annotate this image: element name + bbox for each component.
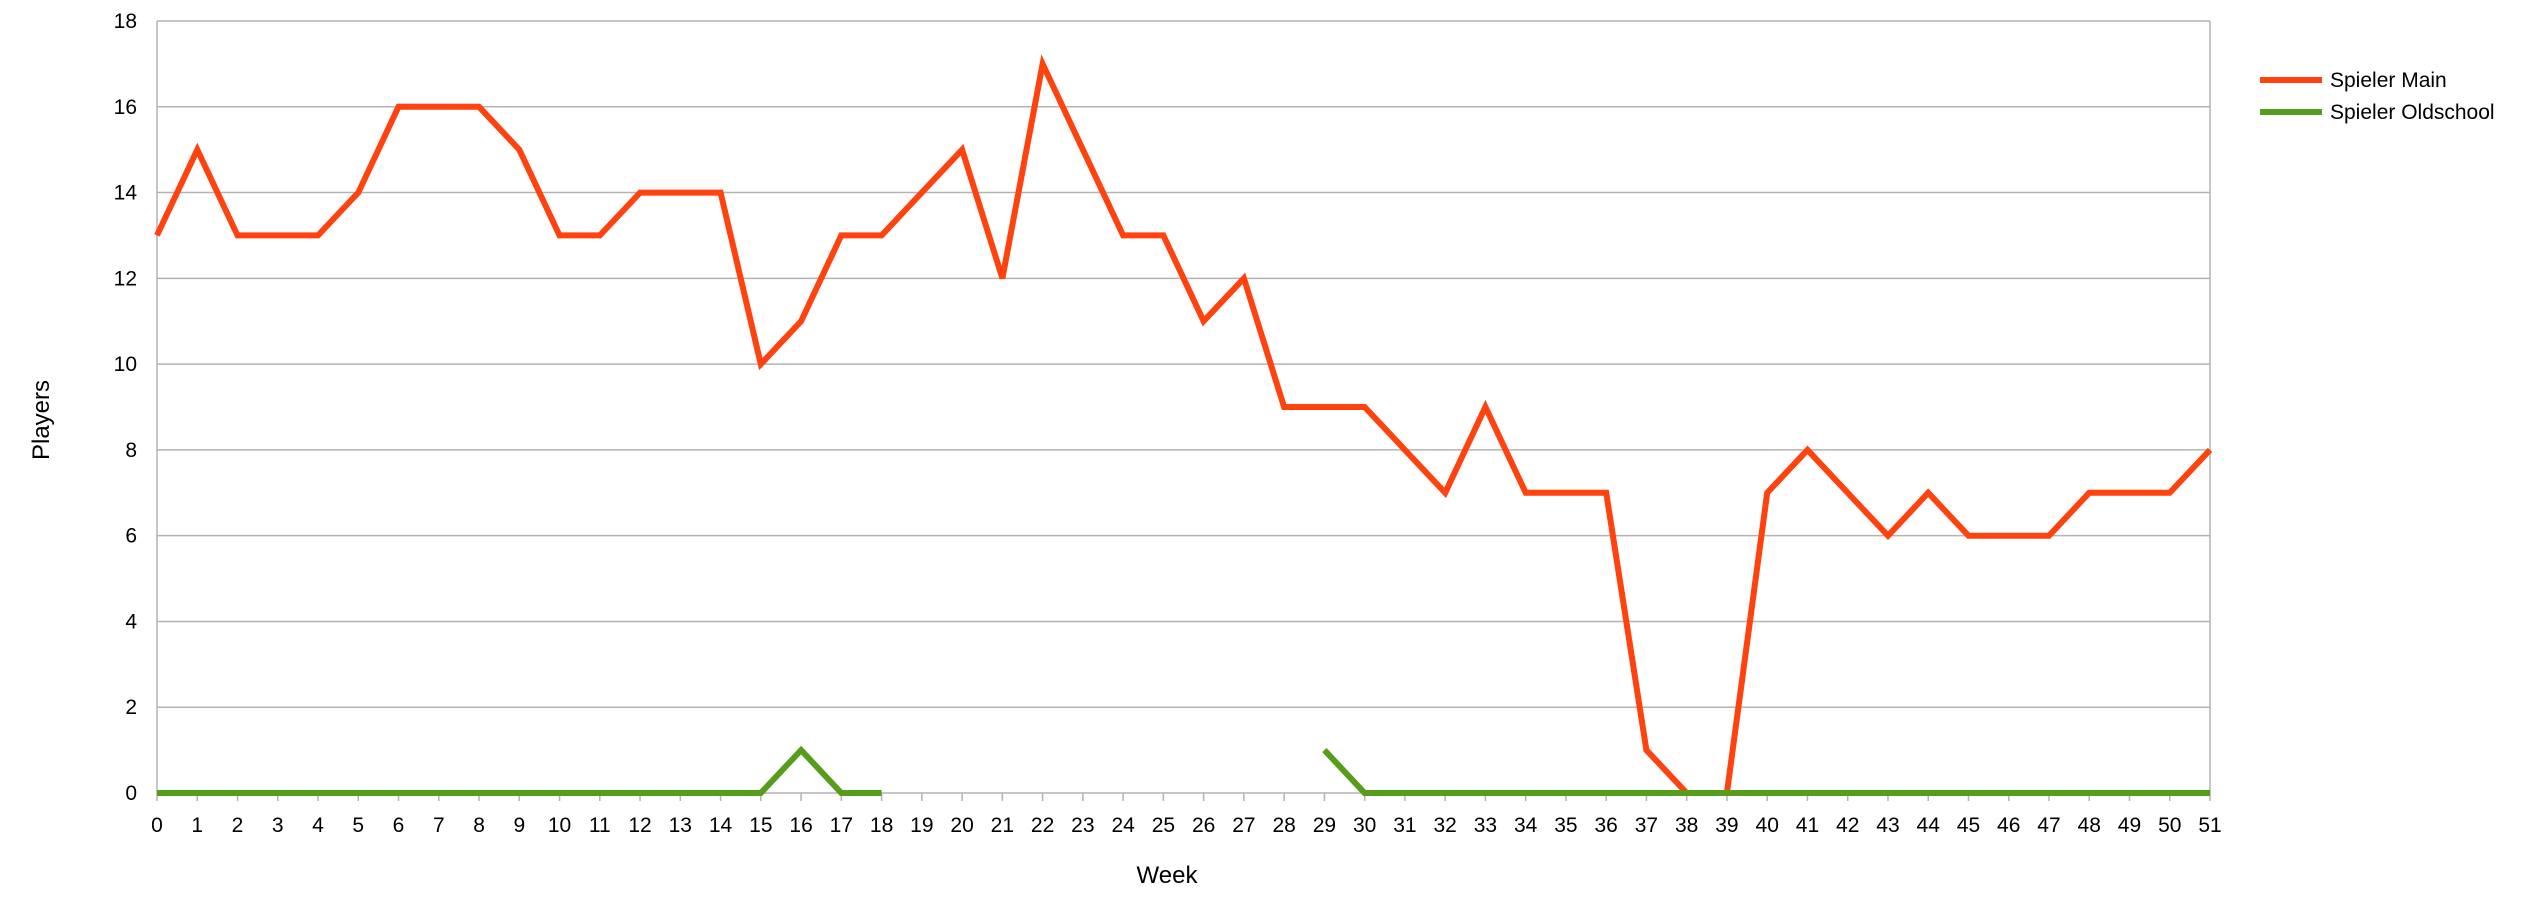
x-tick-label: 19 (910, 814, 933, 837)
x-tick-label: 49 (2118, 814, 2141, 837)
x-tick-label: 40 (1756, 814, 1779, 837)
x-tick-label: 29 (1313, 814, 1336, 837)
x-tick-label: 28 (1272, 814, 1295, 837)
x-tick-label: 34 (1514, 814, 1538, 837)
y-tick-label: 16 (114, 96, 137, 119)
x-tick-label: 18 (870, 814, 893, 837)
x-tick-label: 37 (1635, 814, 1658, 837)
y-axis-title: Players (28, 380, 55, 460)
y-tick-label: 10 (114, 353, 137, 376)
x-tick-label: 39 (1715, 814, 1738, 837)
x-tick-label: 3 (272, 814, 284, 837)
x-tick-label: 41 (1796, 814, 1819, 837)
x-tick-label: 2 (232, 814, 244, 837)
x-tick-label: 11 (589, 814, 611, 837)
y-tick-label: 18 (114, 10, 137, 33)
x-tick-label: 21 (991, 814, 1014, 837)
x-tick-label: 42 (1836, 814, 1859, 837)
series-line-spieler-oldschool (157, 745, 882, 796)
x-tick-label: 45 (1957, 814, 1980, 837)
x-tick-label: 48 (2078, 814, 2101, 837)
x-tick-label: 6 (393, 814, 405, 837)
x-tick-label: 12 (628, 814, 651, 837)
x-tick-label: 22 (1031, 814, 1054, 837)
x-tick-label: 20 (950, 814, 973, 837)
x-tick-label: 51 (2198, 814, 2221, 837)
y-tick-label: 6 (125, 525, 137, 548)
y-tick-label: 0 (125, 782, 137, 805)
x-axis-title: Week (1137, 862, 1199, 889)
series-line-spieler-main (154, 54, 2213, 796)
x-tick-label: 15 (749, 814, 772, 837)
x-tick-label: 1 (191, 814, 203, 837)
x-tick-label: 46 (1997, 814, 2020, 837)
x-tick-label: 7 (433, 814, 445, 837)
x-tick-label: 8 (473, 814, 485, 837)
x-tick-label: 14 (709, 814, 733, 837)
series-line-spieler-oldschool (1322, 748, 2210, 796)
x-tick-label: 26 (1192, 814, 1215, 837)
x-tick-label: 13 (669, 814, 692, 837)
x-tick-label: 31 (1393, 814, 1416, 837)
x-tick-label: 24 (1111, 814, 1135, 837)
x-tick-label: 43 (1876, 814, 1899, 837)
legend-label: Spieler Main (2330, 69, 2447, 92)
x-tick-label: 23 (1071, 814, 1094, 837)
y-tick-label: 14 (114, 182, 138, 205)
y-tick-label: 8 (125, 439, 137, 462)
x-tick-label: 16 (789, 814, 812, 837)
x-tick-label: 25 (1152, 814, 1175, 837)
x-tick-label: 4 (312, 814, 324, 837)
x-tick-label: 30 (1353, 814, 1376, 837)
x-tick-label: 27 (1232, 814, 1255, 837)
x-tick-label: 0 (151, 814, 163, 837)
x-tick-label: 5 (352, 814, 364, 837)
legend-label: Spieler Oldschool (2330, 101, 2495, 124)
series-layer (154, 54, 2213, 796)
x-tick-label: 32 (1433, 814, 1456, 837)
x-tick-label: 38 (1675, 814, 1698, 837)
x-tick-label: 9 (513, 814, 525, 837)
x-tick-label: 50 (2158, 814, 2181, 837)
x-tick-label: 33 (1474, 814, 1497, 837)
grid-layer (156, 20, 2211, 801)
x-tick-label: 44 (1917, 814, 1941, 837)
y-tick-label: 2 (125, 696, 137, 719)
x-tick-label: 36 (1594, 814, 1617, 837)
y-tick-label: 4 (125, 610, 137, 633)
x-tick-label: 10 (548, 814, 571, 837)
y-tick-label: 12 (114, 267, 137, 290)
x-tick-label: 17 (830, 814, 853, 837)
x-tick-label: 47 (2037, 814, 2060, 837)
legend: Spieler Main Spieler Oldschool (2260, 69, 2495, 124)
x-tick-label: 35 (1554, 814, 1577, 837)
